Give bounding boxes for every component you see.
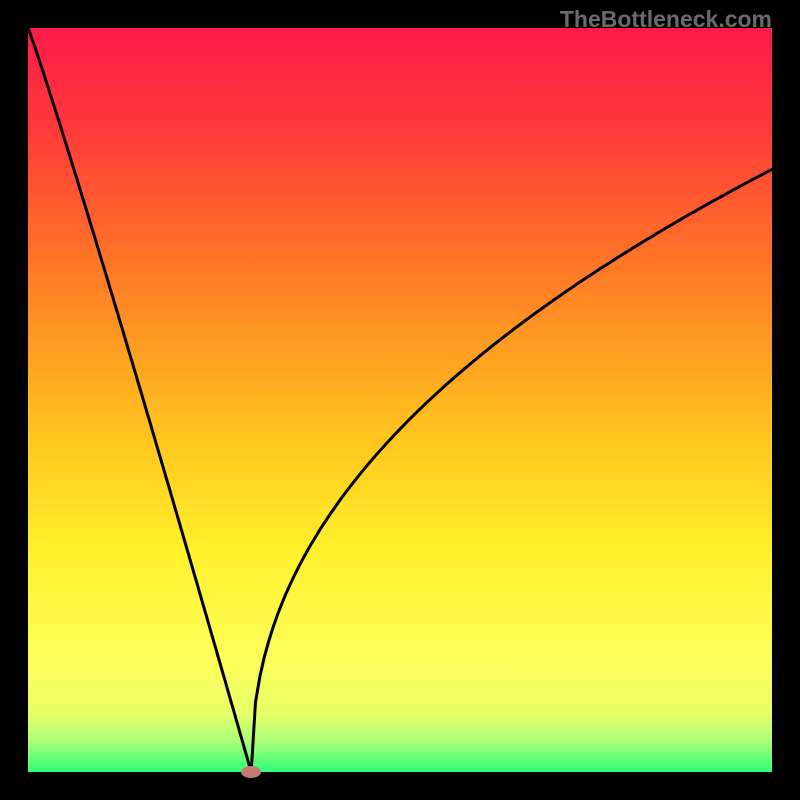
bottleneck-curve	[28, 28, 772, 772]
curve-svg	[28, 28, 772, 772]
plot-area	[28, 28, 772, 772]
chart-container: TheBottleneck.com	[0, 0, 800, 800]
minimum-marker	[241, 766, 261, 778]
